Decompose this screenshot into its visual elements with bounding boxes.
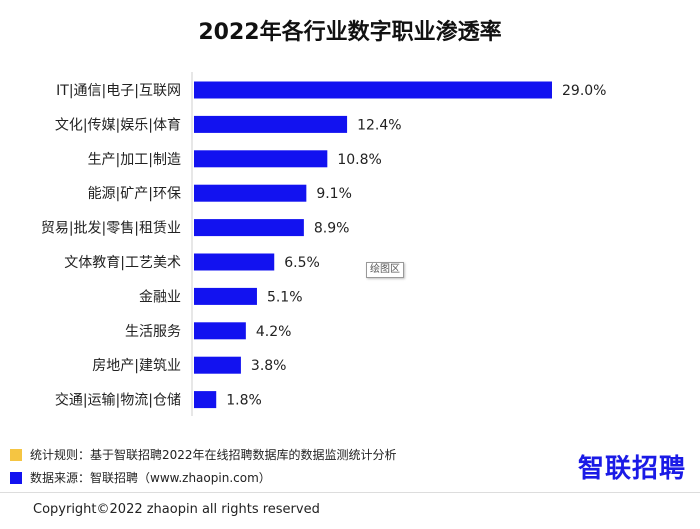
value-label: 8.9% <box>314 221 350 237</box>
plot-area-tooltip: 绘图区 <box>366 262 404 278</box>
category-label: 文体教育|工艺美术 <box>64 255 181 271</box>
stat-rule-text: 统计规则：基于智联招聘2022年在线招聘数据库的数据监测统计分析 <box>30 448 397 462</box>
category-label: 生活服务 <box>125 324 181 340</box>
bar <box>194 81 552 99</box>
value-label: 6.5% <box>284 255 320 271</box>
bar <box>194 150 328 168</box>
bar <box>194 115 348 133</box>
value-label: 12.4% <box>357 117 401 133</box>
bar <box>194 391 217 409</box>
value-label: 4.2% <box>256 324 292 340</box>
bar <box>194 287 257 305</box>
bar <box>194 219 304 237</box>
category-label: IT|通信|电子|互联网 <box>56 83 181 99</box>
copyright-text: Copyright©2022 zhaopin all rights reserv… <box>33 502 320 517</box>
data-source-text: 数据来源：智联招聘（www.zhaopin.com） <box>30 471 271 485</box>
bar <box>194 356 241 374</box>
category-label: 金融业 <box>139 289 181 305</box>
category-label: 文化|传媒|娱乐|体育 <box>55 117 181 133</box>
bars-layer: IT|通信|电子|互联网 29.0% 文化|传媒|娱乐|体育 12.4% 生产|加工|制… <box>41 81 606 409</box>
category-label: 贸易|批发|零售|租赁业 <box>41 221 181 237</box>
bar <box>194 322 246 340</box>
yellow-square-icon <box>10 448 22 461</box>
bar <box>194 184 307 202</box>
value-label: 3.8% <box>251 358 287 374</box>
chart-title: 2022年各行业数字职业渗透率 <box>198 20 502 45</box>
category-label: 房地产|建筑业 <box>92 358 181 374</box>
category-label: 生产|加工|制造 <box>88 152 181 168</box>
category-label: 交通|运输|物流|仓储 <box>55 392 181 409</box>
blue-square-icon <box>10 471 22 484</box>
stat-rule-note: 统计规则：基于智联招聘2022年在线招聘数据库的数据监测统计分析 <box>10 446 397 463</box>
bar-chart: IT|通信|电子|互联网 29.0% 文化|传媒|娱乐|体育 12.4% 生产|加工|制… <box>41 72 606 416</box>
value-label: 1.8% <box>226 393 262 409</box>
bar <box>194 253 275 271</box>
value-label: 29.0% <box>562 83 606 99</box>
category-label: 能源|矿产|环保 <box>88 186 181 202</box>
value-label: 9.1% <box>316 186 352 202</box>
value-label: 10.8% <box>337 152 381 168</box>
zhaopin-logo: 智联招聘 <box>578 454 687 484</box>
footer-divider <box>0 492 700 493</box>
value-label: 5.1% <box>267 289 303 305</box>
data-source-note: 数据来源：智联招聘（www.zhaopin.com） <box>10 469 271 486</box>
